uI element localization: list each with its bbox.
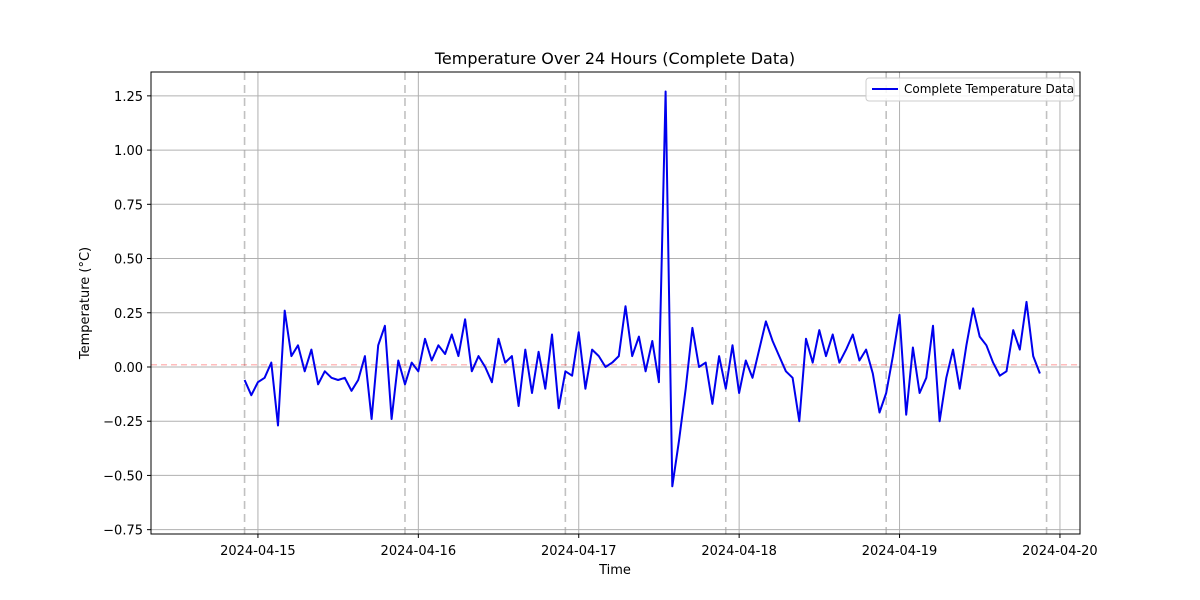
legend: Complete Temperature Data xyxy=(865,77,1075,102)
x-tick-label: 2024-04-17 xyxy=(541,544,617,559)
y-tick-label: 1.00 xyxy=(114,144,143,159)
plot-frame xyxy=(150,71,1081,535)
y-tick-label: 1.25 xyxy=(114,90,143,105)
y-tick-label: 0.25 xyxy=(114,307,143,322)
x-tick-label: 2024-04-19 xyxy=(862,544,938,559)
x-tick-label: 2024-04-20 xyxy=(1022,544,1098,559)
y-axis-ticks: −0.75 −0.50 −0.25 0.00 0.25 0.50 0.75 1.00 1.25 xyxy=(103,90,151,539)
x-tick-label: 2024-04-16 xyxy=(381,544,457,559)
series-line xyxy=(243,90,1041,488)
y-tick-label: −0.75 xyxy=(103,524,143,539)
x-axis-ticks: 2024-04-15 2024-04-16 2024-04-17 2024-04-18… xyxy=(220,534,1098,559)
x-tick-label: 2024-04-15 xyxy=(220,544,296,559)
day-marker-lines xyxy=(243,72,1048,534)
plot-area-background xyxy=(151,72,1080,534)
chart-title: Temperature Over 24 Hours (Complete Data… xyxy=(434,49,795,68)
y-tick-label: −0.50 xyxy=(103,469,143,484)
grid-lines xyxy=(151,72,1080,534)
x-tick-label: 2024-04-18 xyxy=(701,544,777,559)
y-tick-label: 0.00 xyxy=(114,361,143,376)
legend-label: Complete Temperature Data xyxy=(904,82,1074,96)
series-layer xyxy=(243,90,1041,488)
y-tick-label: 0.75 xyxy=(114,198,143,213)
x-axis-label: Time xyxy=(598,563,631,578)
legend-box xyxy=(865,77,1075,102)
y-axis-label: Temperature (°C) xyxy=(78,247,93,360)
y-tick-label: 0.50 xyxy=(114,253,143,268)
y-tick-label: −0.25 xyxy=(103,415,143,430)
